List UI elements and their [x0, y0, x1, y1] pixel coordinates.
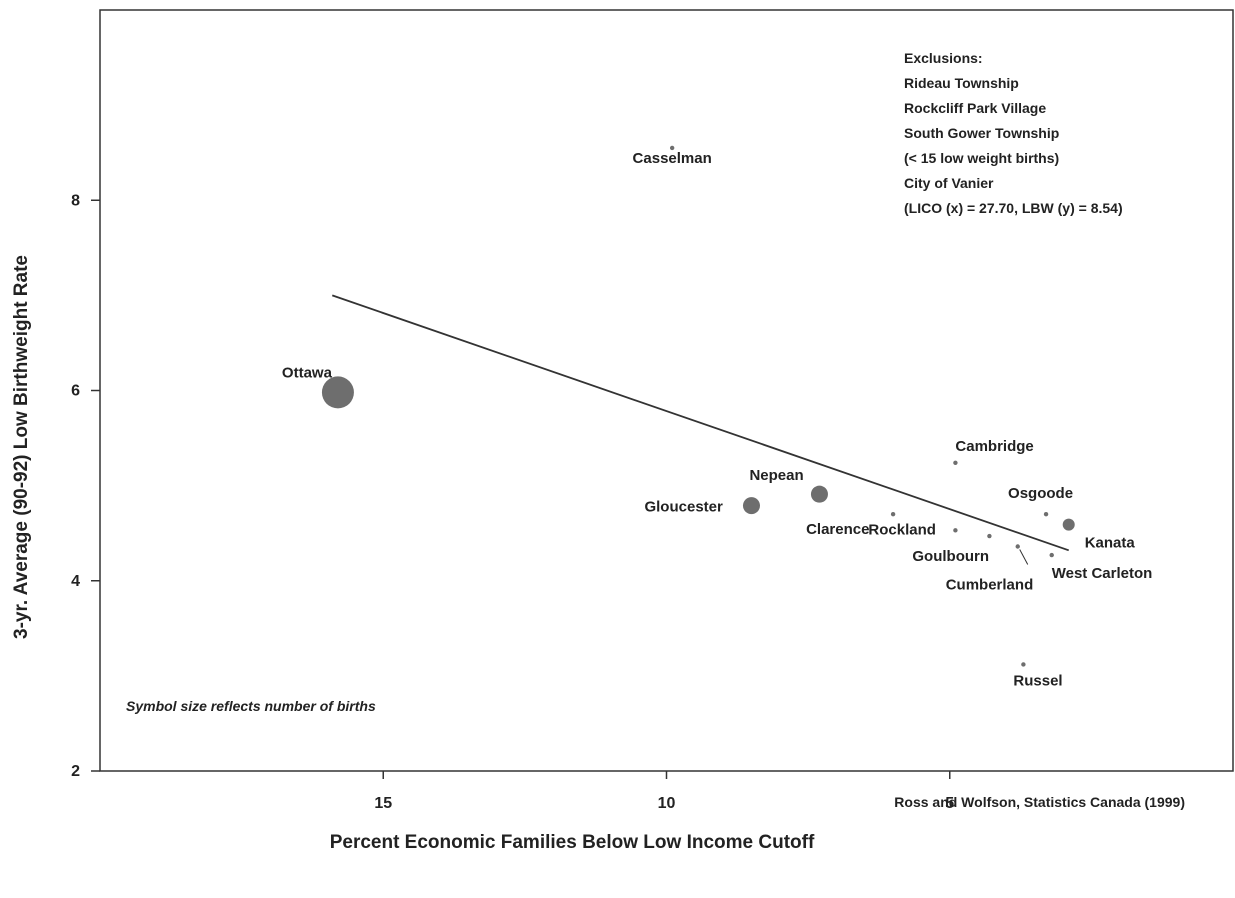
point-label: Kanata: [1085, 535, 1136, 552]
point-label: Cambridge: [955, 438, 1033, 455]
point-label: Clarence: [806, 521, 869, 538]
point-label: Goulbourn: [912, 548, 989, 565]
exclusions-annotation: Exclusions: Rideau Township Rockcliff Pa…: [904, 50, 1123, 216]
exclusions-line: (< 15 low weight births): [904, 150, 1059, 166]
data-point: [321, 376, 354, 409]
y-axis-title: 3-yr. Average (90-92) Low Birthweight Ra…: [11, 255, 32, 639]
point-label: Osgoode: [1008, 485, 1073, 502]
plot-border: [99, 9, 1234, 772]
x-tick-label: 10: [658, 795, 676, 812]
exclusions-line: City of Vanier: [904, 175, 994, 191]
point-label: Gloucester: [644, 499, 723, 516]
point-label: Rockland: [868, 521, 936, 538]
plot-frame: [99, 9, 1234, 772]
exclusions-line: Exclusions:: [904, 50, 983, 66]
source-credit: Ross and Wolfson, Statistics Canada (199…: [894, 794, 1185, 810]
data-point: [987, 533, 992, 539]
point-label: West Carleton: [1052, 565, 1153, 582]
y-tick-label: 2: [71, 763, 80, 780]
point-label: Cumberland: [946, 577, 1034, 594]
point-label: Ottawa: [282, 364, 333, 381]
exclusions-line: (LICO (x) = 27.70, LBW (y) = 8.54): [904, 200, 1123, 216]
data-point: [1062, 518, 1075, 531]
point-label: Russel: [1013, 672, 1062, 689]
data-point: [669, 145, 675, 151]
data-point: [1049, 552, 1054, 558]
exclusions-line: South Gower Township: [904, 125, 1059, 141]
y-tick-label: 6: [71, 383, 80, 400]
symbol-size-note: Symbol size reflects number of births: [126, 698, 376, 714]
data-point: [1021, 662, 1026, 667]
data-point: [1015, 544, 1020, 549]
x-axis-title: Percent Economic Families Below Low Inco…: [330, 832, 815, 853]
data-point: [810, 485, 828, 503]
axis-ticks: 15 10 5 8 6 4 2: [71, 192, 954, 812]
data-points: [321, 145, 1075, 667]
exclusions-line: Rideau Township: [904, 75, 1019, 91]
x-tick-label: 15: [374, 795, 392, 812]
point-label: Nepean: [749, 467, 803, 484]
trendline-group: [331, 294, 1070, 552]
data-point: [953, 460, 958, 465]
y-tick-label: 4: [71, 573, 80, 590]
data-point: [890, 511, 896, 517]
data-point: [953, 528, 958, 533]
point-labels: Casselman Ottawa Cambridge Nepean Gloucester…: [282, 150, 1152, 690]
trendline: [331, 294, 1070, 552]
data-point: [742, 497, 760, 515]
y-tick-label: 8: [71, 192, 80, 209]
x-tick-label: 5: [945, 795, 954, 812]
exclusions-line: Rockcliff Park Village: [904, 100, 1046, 116]
data-point: [1043, 511, 1049, 517]
leader-line: [1019, 549, 1029, 565]
point-label: Casselman: [633, 150, 712, 167]
